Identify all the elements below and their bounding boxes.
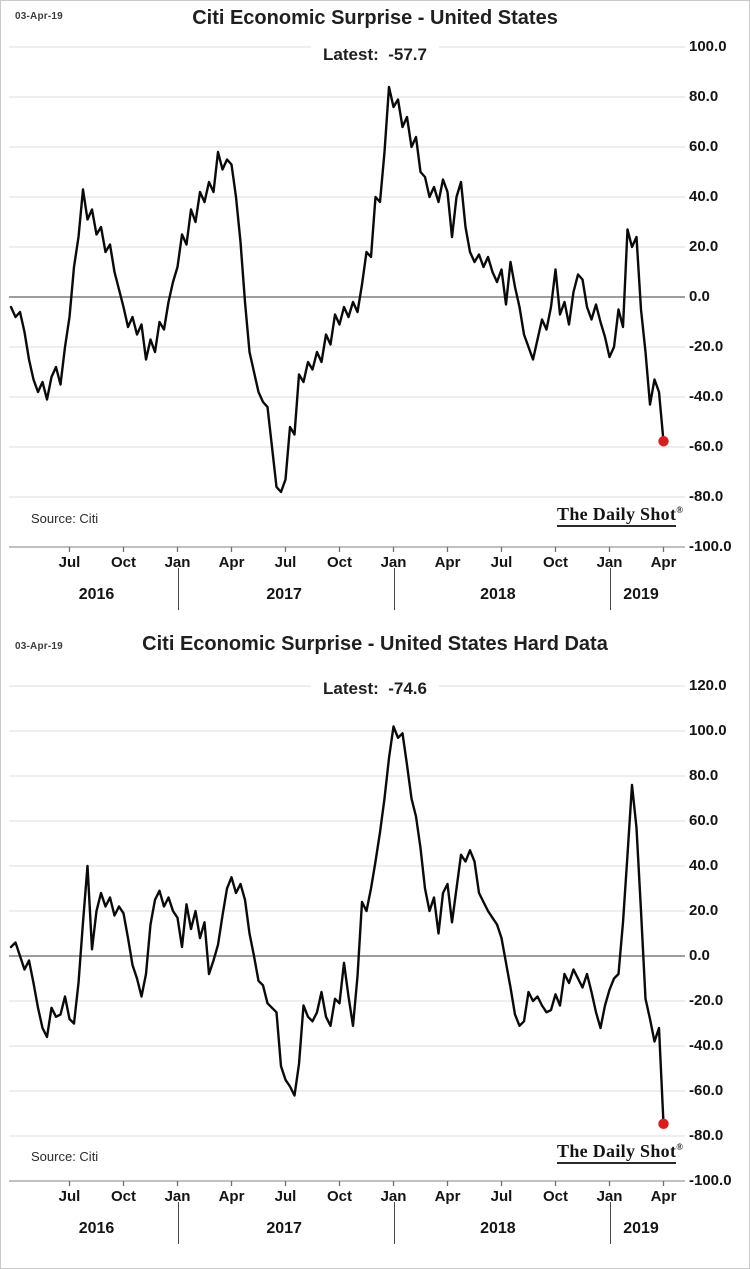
- y-axis-label: 0.0: [689, 947, 710, 964]
- y-axis-label: 80.0: [689, 88, 719, 105]
- x-axis-month-label: Jan: [596, 1188, 623, 1205]
- year-separator-line: [393, 1202, 395, 1244]
- y-axis-label: 40.0: [689, 188, 719, 205]
- series-polyline: [9, 85, 665, 494]
- chart-header: Citi Economic Surprise - United States: [1, 7, 749, 30]
- chart-title: Citi Economic Surprise - United States: [192, 7, 558, 29]
- line-chart-plot: [9, 46, 685, 552]
- x-axis-month-label: Jan: [164, 1188, 191, 1205]
- x-axis-month-label: Apr: [218, 1188, 245, 1205]
- y-axis-label: -20.0: [689, 992, 724, 1009]
- registered-mark: ®: [676, 1142, 683, 1152]
- source-label: Source: Citi: [31, 1149, 99, 1164]
- x-axis-month-label: Apr: [434, 1188, 461, 1205]
- x-axis-year-label: 2017: [266, 1220, 302, 1237]
- y-axis-label: 100.0: [689, 722, 727, 739]
- y-axis-label: -100.0: [689, 538, 732, 555]
- year-separator-line: [609, 568, 611, 610]
- x-axis-year-label: 2017: [266, 586, 302, 603]
- year-separator-line: [177, 568, 179, 610]
- y-axis-label: -40.0: [689, 1037, 724, 1054]
- x-axis-month-label: Jan: [596, 554, 623, 571]
- x-axis-month-label: Apr: [434, 554, 461, 571]
- x-axis-month-label: Jul: [490, 554, 513, 571]
- latest-value-label: Latest: -57.7: [311, 45, 439, 65]
- x-axis-year-label: 2016: [78, 586, 115, 603]
- x-axis-year-label: 2016: [78, 1220, 115, 1237]
- x-axis-month-label: Oct: [326, 554, 352, 571]
- latest-point-marker: [658, 1118, 669, 1130]
- x-axis-month-label: Jan: [164, 554, 191, 571]
- x-axis-month-label: Jul: [274, 1188, 297, 1205]
- y-axis-label: -60.0: [689, 438, 724, 455]
- x-axis-year-label: 2018: [480, 1220, 516, 1237]
- registered-mark: ®: [676, 505, 683, 515]
- y-axis-label: -80.0: [689, 488, 724, 505]
- x-axis-month-label: Oct: [542, 554, 568, 571]
- year-separator-line: [609, 1202, 611, 1244]
- y-axis-label: 40.0: [689, 857, 719, 874]
- x-axis-month-label: Jan: [380, 554, 407, 571]
- line-chart-plot: [9, 685, 685, 1186]
- x-axis-month-label: Apr: [650, 554, 677, 571]
- daily-shot-wordmark: The Daily Shot: [557, 1141, 677, 1164]
- y-axis-label: 20.0: [689, 902, 719, 919]
- latest-value-label: Latest: -74.6: [311, 679, 439, 699]
- x-axis-month-label: Jan: [380, 1188, 407, 1205]
- latest-point-marker: [658, 436, 669, 447]
- y-axis-label: 60.0: [689, 812, 719, 829]
- year-separator-line: [393, 568, 395, 610]
- y-axis-label: -80.0: [689, 1127, 724, 1144]
- x-axis-month-label: Apr: [218, 554, 245, 571]
- chart-header: Citi Economic Surprise - United States H…: [1, 633, 749, 656]
- x-axis-year-label: 2019: [623, 586, 659, 603]
- y-axis-label: -40.0: [689, 388, 724, 405]
- latest-row: Latest: -74.6: [1, 679, 749, 699]
- y-axis-label: 60.0: [689, 138, 719, 155]
- y-axis-label: -100.0: [689, 1172, 732, 1189]
- source-label: Source: Citi: [31, 511, 99, 526]
- x-axis-month-label: Oct: [326, 1188, 352, 1205]
- x-axis-month-label: Jul: [490, 1188, 513, 1205]
- y-axis-label: -20.0: [689, 338, 724, 355]
- x-axis-month-label: Jul: [58, 554, 81, 571]
- x-axis-month-label: Jul: [274, 554, 297, 571]
- y-axis-label: 80.0: [689, 767, 719, 784]
- latest-row: Latest: -57.7: [1, 45, 749, 65]
- y-axis-label: 0.0: [689, 288, 710, 305]
- x-axis-year-label: 2019: [623, 1220, 659, 1237]
- date-annotation: 03-Apr-19: [15, 641, 63, 652]
- chart-title: Citi Economic Surprise - United States H…: [142, 633, 608, 655]
- daily-shot-wordmark: The Daily Shot: [557, 504, 677, 527]
- series-polyline: [9, 725, 665, 1125]
- y-axis-label: 20.0: [689, 238, 719, 255]
- x-axis-month-label: Oct: [110, 554, 136, 571]
- x-axis-month-label: Oct: [110, 1188, 136, 1205]
- daily-shot-logo: The Daily Shot®: [557, 504, 683, 527]
- y-axis-label: -60.0: [689, 1082, 724, 1099]
- x-axis-month-label: Apr: [650, 1188, 677, 1205]
- x-axis-month-label: Jul: [58, 1188, 81, 1205]
- x-axis-month-label: Oct: [542, 1188, 568, 1205]
- daily-shot-logo: The Daily Shot®: [557, 1141, 683, 1164]
- date-annotation: 03-Apr-19: [15, 11, 63, 22]
- year-separator-line: [177, 1202, 179, 1244]
- x-axis-year-label: 2018: [480, 586, 516, 603]
